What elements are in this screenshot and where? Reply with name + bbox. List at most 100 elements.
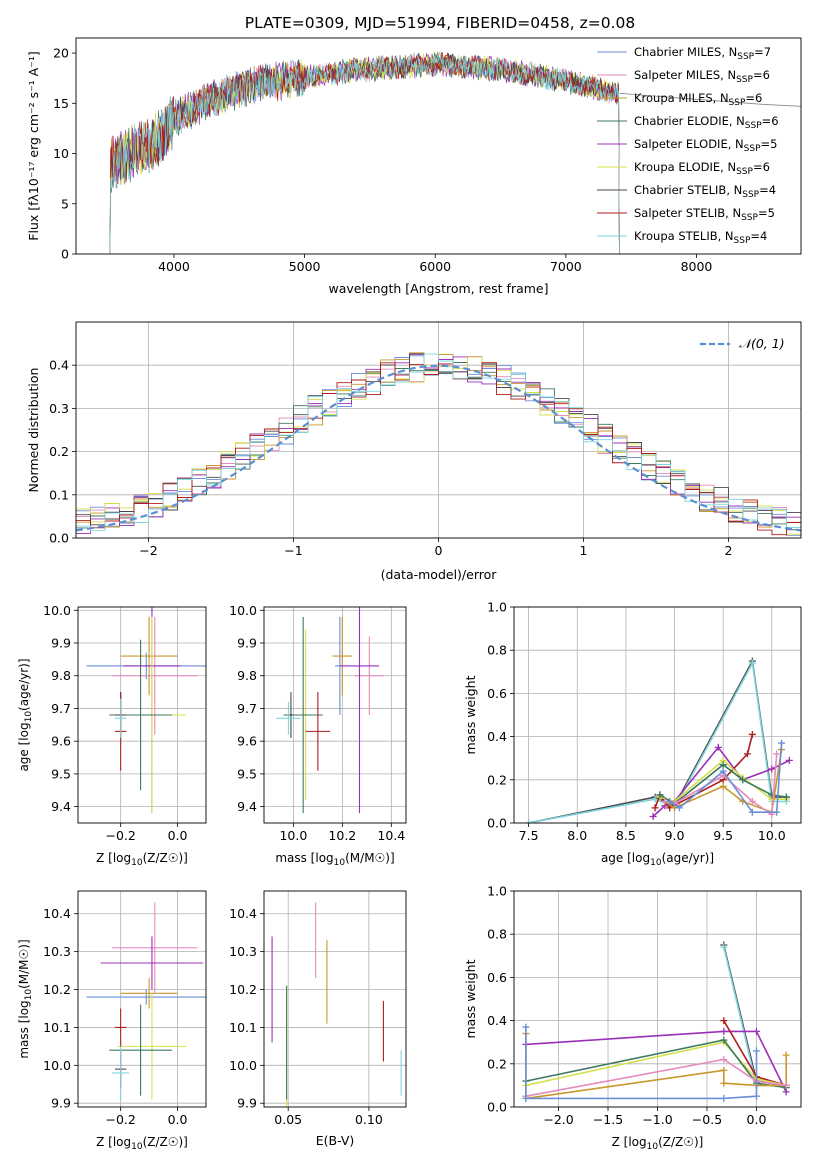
legend-entry: Kroupa ELODIE, NSSP=6 bbox=[634, 160, 770, 177]
mass-vs-Z-point-1 bbox=[120, 978, 178, 1009]
weight-vs-Z-marker bbox=[720, 1079, 728, 1087]
y-tick-label: 10.0 bbox=[43, 1058, 71, 1073]
y-tick-label: 10.0 bbox=[229, 1058, 257, 1073]
y-tick-label: 9.5 bbox=[51, 766, 71, 781]
weight-vs-Z-marker bbox=[752, 1047, 760, 1055]
y-tick-label: 10.3 bbox=[229, 944, 257, 959]
spectrum-line-0 bbox=[109, 52, 620, 254]
spectrum-axes: 4000 5000 6000 7000 8000 0 5 10 15 20 bbox=[53, 46, 712, 274]
y-tick-label: 20 bbox=[53, 46, 69, 61]
weight-vs-Z-plot-area bbox=[522, 941, 790, 1102]
y-tick-label: 15 bbox=[53, 96, 69, 111]
weight-vs-age-marker bbox=[748, 659, 756, 667]
spectrum-line-1 bbox=[109, 53, 620, 254]
x-tick-label: −0.2 bbox=[105, 1112, 135, 1127]
x-tick-label: 7000 bbox=[550, 259, 582, 274]
x-tick-label: −2 bbox=[139, 543, 157, 558]
x-tick-label: 0.0 bbox=[168, 828, 188, 843]
x-tick-label: 6000 bbox=[419, 259, 451, 274]
residual-xlabel: (data-model)/error bbox=[381, 567, 498, 582]
y-tick-label: 10.4 bbox=[229, 906, 257, 921]
age-vs-Z-point-2 bbox=[112, 616, 198, 735]
x-tick-label: 0.0 bbox=[747, 1112, 767, 1127]
weight-vs-age-marker bbox=[785, 756, 793, 764]
weight-vs-Z-marker bbox=[720, 1017, 728, 1025]
x-tick-label: 10.0 bbox=[279, 828, 307, 843]
legend-entry: Kroupa STELIB, NSSP=4 bbox=[634, 229, 767, 246]
spectrum-line-4 bbox=[109, 53, 620, 254]
y-tick-label: 10.1 bbox=[229, 1020, 257, 1035]
weight-vs-age-marker bbox=[719, 767, 727, 775]
y-tick-label: 0.0 bbox=[487, 1100, 507, 1115]
weight-vs-age-plot-area bbox=[525, 657, 793, 823]
x-tick-label: 8000 bbox=[681, 259, 713, 274]
mass-vs-Z-point-2 bbox=[112, 902, 198, 994]
weight-vs-age-series-8 bbox=[669, 743, 783, 813]
x-tick-label: −1.5 bbox=[593, 1112, 623, 1127]
weight-vs-Z-marker bbox=[720, 1066, 728, 1074]
y-tick-label: 0.2 bbox=[487, 772, 507, 787]
spectrum-line-3 bbox=[109, 51, 620, 254]
y-tick-label: 0.4 bbox=[49, 358, 69, 373]
weight-vs-age-marker bbox=[748, 730, 756, 738]
y-tick-label: 9.7 bbox=[237, 701, 257, 716]
spectrum-line-7 bbox=[109, 51, 620, 254]
weight-vs-Z-marker bbox=[522, 1023, 530, 1031]
age-vs-mass-point-1 bbox=[332, 616, 353, 696]
weight-vs-age-ylabel: mass weight bbox=[463, 675, 478, 754]
y-tick-label: 0.0 bbox=[49, 531, 69, 546]
weight-vs-age-marker bbox=[773, 808, 781, 816]
weight-vs-Z-marker bbox=[752, 1092, 760, 1100]
age-vs-Z-axes: −0.2 0.0 9.4 9.5 9.6 9.7 9.8 9.9 10.0 bbox=[43, 603, 206, 843]
y-tick-label: 10.0 bbox=[229, 603, 257, 618]
weight-vs-age-frame bbox=[513, 606, 802, 824]
y-tick-label: 9.5 bbox=[237, 766, 257, 781]
histogram-8 bbox=[76, 353, 801, 532]
weight-vs-age-axes: 7.5 8.0 8.5 9.0 9.5 10.0 0.0 0.2 0.4 0.6 0.8 1.0 bbox=[487, 600, 801, 843]
y-tick-label: 0.2 bbox=[487, 1056, 507, 1071]
spectrum-line-5 bbox=[109, 53, 620, 254]
weight-vs-age-marker bbox=[714, 743, 722, 751]
weight-vs-Z-series-8 bbox=[525, 1027, 758, 1100]
weight-vs-Z-series-2 bbox=[525, 1030, 787, 1093]
normal-curve bbox=[76, 364, 801, 532]
weight-vs-Z-marker bbox=[782, 1051, 790, 1059]
weight-vs-Z-series-7 bbox=[525, 1058, 787, 1097]
mass-vs-Z-point-4 bbox=[117, 993, 187, 1100]
spectrum-plot-area bbox=[109, 51, 801, 254]
y-tick-label: 9.4 bbox=[51, 799, 71, 814]
spectrum-legend: Chabrier MILES, NSSP=7 Salpeter MILES, NS… bbox=[597, 45, 779, 246]
y-tick-label: 9.4 bbox=[237, 799, 257, 814]
legend-entry: Salpeter MILES, NSSP=6 bbox=[634, 68, 770, 85]
y-tick-label: 9.7 bbox=[51, 701, 71, 716]
legend-entry: Salpeter STELIB, NSSP=5 bbox=[634, 206, 775, 223]
x-tick-label: 9.0 bbox=[665, 828, 685, 843]
y-tick-label: 10.4 bbox=[43, 906, 71, 921]
weight-vs-age-marker bbox=[748, 797, 756, 805]
age-vs-mass-frame bbox=[263, 606, 407, 824]
x-tick-label: 0.0 bbox=[168, 1112, 188, 1127]
weight-vs-Z-marker bbox=[720, 1036, 728, 1044]
spectrum-ylabel: Flux [fλ10⁻¹⁷ erg cm⁻² s⁻¹ A⁻¹] bbox=[26, 51, 41, 240]
weight-vs-age-marker bbox=[782, 793, 790, 801]
y-tick-label: 10.2 bbox=[229, 982, 257, 997]
y-tick-label: 9.9 bbox=[237, 636, 257, 651]
y-tick-label: 10 bbox=[53, 146, 69, 161]
weight-vs-Z-marker bbox=[720, 943, 728, 951]
y-tick-label: 0.6 bbox=[487, 970, 507, 985]
mass-vs-ebv-plot-area bbox=[271, 902, 402, 1107]
legend-entry: Chabrier MILES, NSSP=7 bbox=[634, 45, 771, 62]
weight-vs-age-marker bbox=[748, 808, 756, 816]
weight-vs-age-xlabel: age [log10(age/yr)] bbox=[601, 851, 714, 868]
weight-vs-age-marker bbox=[778, 739, 786, 747]
age-vs-mass-axes: 10.0 10.2 10.4 9.4 9.5 9.6 9.7 9.8 9.9 10.0 bbox=[229, 603, 406, 843]
y-tick-label: 0.8 bbox=[487, 927, 507, 942]
y-tick-label: 0.2 bbox=[49, 444, 69, 459]
weight-vs-Z-marker bbox=[522, 1094, 530, 1102]
spectrum-xlabel: wavelength [Angstrom, rest frame] bbox=[328, 281, 548, 296]
weight-vs-Z-series-0 bbox=[723, 944, 787, 1087]
mass-vs-Z-plot-area bbox=[86, 902, 206, 1100]
age-vs-mass-xlabel: mass [log10(M/M☉)] bbox=[275, 851, 394, 868]
x-tick-label: 7.5 bbox=[519, 828, 539, 843]
